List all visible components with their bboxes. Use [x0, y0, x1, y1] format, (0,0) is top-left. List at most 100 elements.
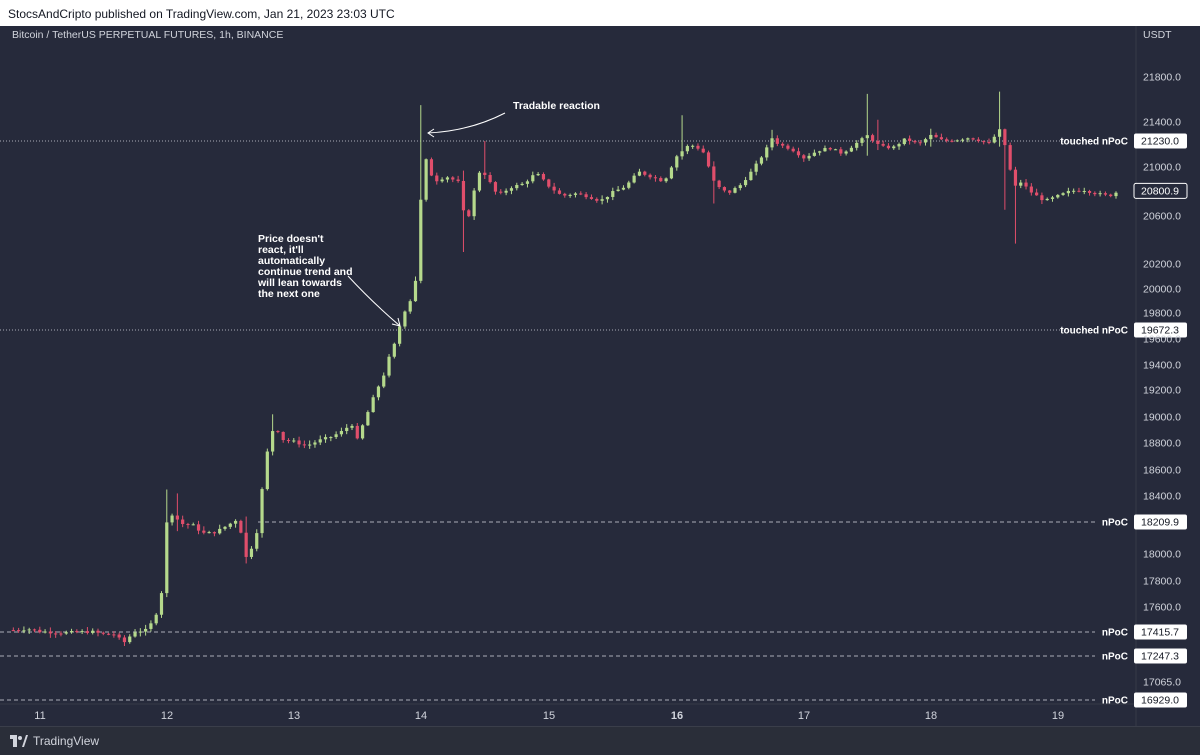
candle-body: [228, 523, 232, 527]
candle-body: [64, 632, 68, 634]
time-axis[interactable]: 11 12 13 14 15 16 17 18 19: [34, 710, 1064, 722]
candle-body: [759, 157, 764, 164]
candle-body: [525, 181, 530, 184]
level-value: 18209.9: [1141, 517, 1179, 529]
candle-body: [515, 185, 519, 189]
candle-body: [360, 425, 365, 439]
candle-body: [1056, 194, 1060, 198]
candle-body: [488, 175, 492, 183]
candle-body: [366, 412, 370, 426]
candle-body: [329, 437, 333, 439]
candle-body: [849, 147, 854, 152]
candle-body: [802, 155, 806, 159]
candle-body: [138, 631, 142, 633]
candle-body: [520, 183, 524, 186]
annotation-arrow: [427, 112, 506, 134]
candle-body: [91, 630, 95, 633]
candle-body: [101, 632, 105, 634]
candle-body: [440, 179, 444, 182]
price-axis[interactable]: 21230.0 19672.3 18209.9 17415.7 17247.3 16929…: [1133, 72, 1188, 708]
candle-body: [493, 182, 498, 192]
candle-body: [828, 148, 832, 150]
price-tick: 20000.0: [1143, 284, 1181, 296]
level-label: nPoC: [1102, 518, 1128, 529]
candle-body: [1040, 195, 1044, 201]
candle-body: [276, 431, 280, 433]
price-tick: 21400.0: [1143, 117, 1181, 129]
price-tick: 18600.0: [1143, 465, 1181, 477]
candle-body: [945, 139, 949, 141]
time-tick: 13: [288, 710, 300, 722]
candle-body: [445, 177, 450, 180]
candle-body: [255, 533, 259, 549]
level-label: touched nPoC: [1060, 325, 1128, 336]
candle-body: [791, 148, 795, 152]
candle-body: [754, 163, 758, 172]
level-value: 17415.7: [1141, 627, 1179, 639]
candle-body: [323, 437, 328, 440]
candle-body: [743, 180, 748, 186]
chart-background: [0, 26, 1200, 726]
time-tick: 14: [415, 710, 427, 722]
time-tick: 12: [161, 710, 173, 722]
candle-body: [271, 431, 275, 452]
candle-body: [1098, 193, 1102, 195]
candle-body: [106, 633, 111, 635]
price-tick: 21800.0: [1143, 72, 1181, 84]
candle-body: [392, 343, 396, 357]
time-tick: 15: [543, 710, 555, 722]
candle-body: [1072, 190, 1076, 192]
candle-body: [38, 629, 42, 633]
level-value: 16929.0: [1141, 695, 1179, 707]
candle-body: [239, 520, 243, 533]
level-label: nPoC: [1102, 696, 1128, 707]
candle-body: [1008, 145, 1012, 170]
candle-body: [483, 172, 487, 176]
candle-body: [971, 138, 975, 140]
tradingview-logo-icon: [10, 735, 28, 747]
candle-body: [595, 198, 599, 201]
candle-body: [302, 444, 306, 446]
candle-body: [1003, 129, 1007, 146]
footer-bar: TradingView: [0, 726, 1200, 755]
level-value-box: [1134, 133, 1187, 149]
candle-body: [59, 633, 63, 635]
candle-body: [934, 134, 938, 138]
candle-body: [371, 397, 375, 413]
candle-body: [939, 137, 943, 140]
candle-body: [48, 631, 52, 634]
candle-body: [456, 179, 460, 181]
candle-body: [1087, 191, 1092, 193]
candle-body: [923, 139, 928, 143]
time-tick: 18: [925, 710, 937, 722]
last-price-value: 20800.9: [1141, 185, 1179, 197]
candle-body: [191, 524, 195, 526]
candle-body: [75, 631, 79, 633]
candle-body: [382, 375, 386, 387]
candle-body: [557, 190, 562, 194]
publish-info: StocsAndCripto published on TradingView.…: [8, 7, 395, 21]
candle-body: [722, 187, 727, 191]
level-label: nPoC: [1102, 628, 1128, 639]
level-label: touched nPoC: [1060, 137, 1128, 148]
candle-body: [1035, 192, 1039, 196]
candle-body: [339, 431, 344, 435]
candle-body: [218, 528, 222, 534]
candle-body: [1093, 192, 1097, 195]
candle-body: [627, 182, 631, 188]
candle-body: [1050, 197, 1055, 199]
price-chart[interactable]: touched nPoC touched nPoC nPoC nPoC nPoC nPoC…: [0, 26, 1200, 726]
chart-canvas[interactable]: touched nPoC touched nPoC nPoC nPoC nPoC nPoC…: [0, 26, 1200, 726]
price-tick: 19400.0: [1143, 360, 1181, 372]
candle-body: [96, 630, 100, 633]
candle-body: [149, 623, 153, 629]
level-value: 19672.3: [1141, 324, 1179, 336]
candle-body: [547, 179, 551, 187]
candle-body: [664, 178, 668, 182]
candle-body: [568, 194, 572, 196]
level-value: 21230.0: [1141, 136, 1179, 148]
candle-body: [632, 175, 636, 183]
candle-body: [908, 138, 912, 141]
candle-body: [765, 147, 769, 158]
candle-body: [531, 175, 535, 182]
